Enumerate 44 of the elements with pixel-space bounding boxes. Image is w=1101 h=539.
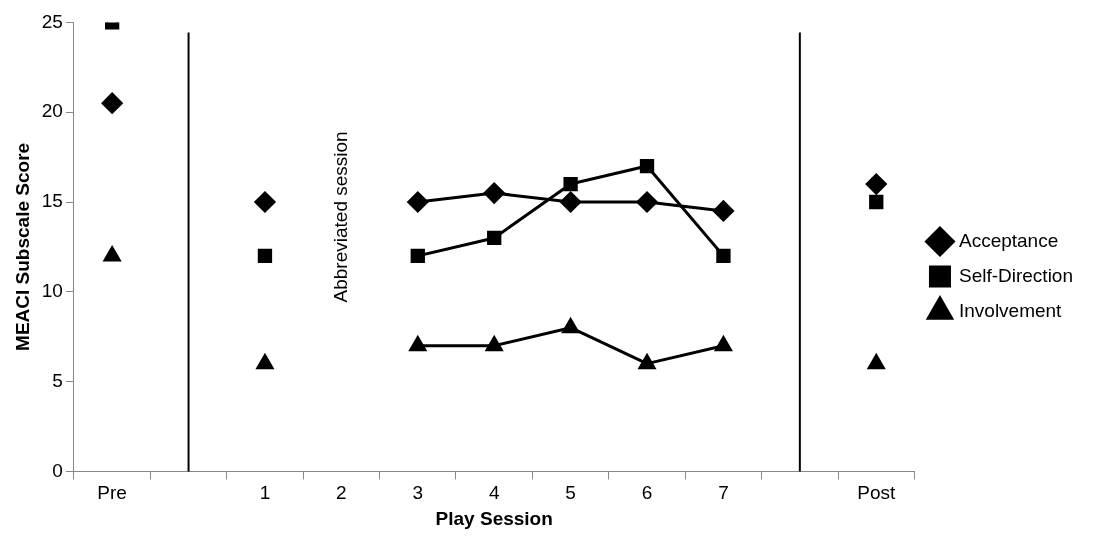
y-tick-label: 5 bbox=[52, 369, 63, 391]
point bbox=[257, 248, 273, 264]
point bbox=[638, 354, 656, 370]
point bbox=[101, 92, 123, 114]
point bbox=[712, 200, 734, 222]
x-tick-label: 3 bbox=[412, 482, 424, 504]
point bbox=[407, 191, 429, 213]
point bbox=[636, 191, 658, 213]
point bbox=[869, 194, 884, 210]
x-tick-label: Pre bbox=[97, 482, 127, 504]
y-tick-label: 25 bbox=[41, 10, 63, 32]
point bbox=[485, 336, 503, 352]
legend-label: Involvement bbox=[958, 299, 1063, 321]
x-tick-label: Post bbox=[857, 482, 896, 504]
y-tick-label: 15 bbox=[41, 190, 63, 212]
point bbox=[865, 173, 887, 195]
annotation: Abbreviated session bbox=[329, 131, 351, 303]
legend-label: Self-Direction bbox=[958, 264, 1074, 286]
point bbox=[867, 354, 885, 370]
point bbox=[560, 191, 582, 213]
point bbox=[639, 158, 655, 174]
x-tick-label: 5 bbox=[565, 482, 576, 504]
point bbox=[103, 246, 121, 262]
point bbox=[716, 248, 731, 264]
point bbox=[487, 230, 502, 246]
point bbox=[562, 318, 580, 334]
point bbox=[483, 182, 505, 204]
x-tick-label: 4 bbox=[488, 482, 500, 504]
x-axis-title: Play Session bbox=[435, 507, 553, 529]
x-tick-label: 7 bbox=[718, 482, 729, 504]
point bbox=[715, 336, 732, 352]
point bbox=[256, 354, 274, 370]
y-tick-label: 10 bbox=[41, 280, 63, 302]
point bbox=[410, 248, 425, 264]
x-tick-label: 2 bbox=[336, 482, 347, 504]
y-tick-label: 0 bbox=[52, 459, 63, 481]
y-tick-label: 20 bbox=[41, 100, 63, 122]
legend-label: Acceptance bbox=[958, 229, 1059, 251]
point bbox=[563, 176, 578, 192]
point bbox=[409, 336, 427, 352]
point bbox=[254, 191, 276, 213]
x-tick-label: 6 bbox=[641, 482, 653, 504]
x-tick-label: 1 bbox=[259, 482, 271, 504]
y-axis-title: MEACI Subscale Score bbox=[11, 142, 33, 351]
